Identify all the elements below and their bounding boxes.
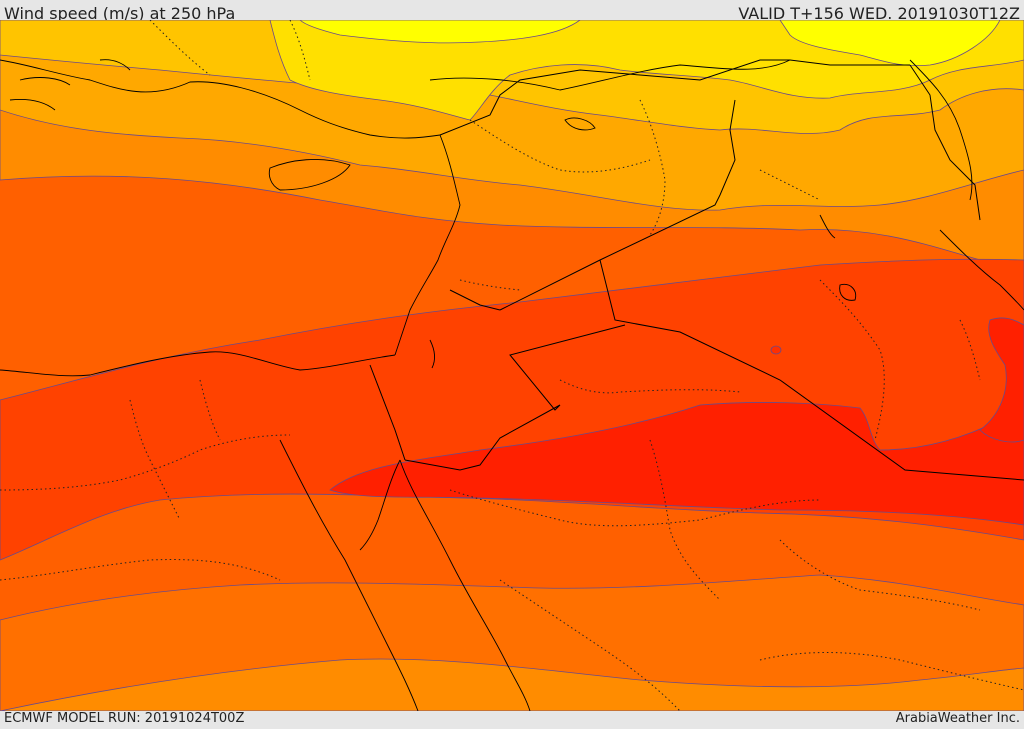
black-sea-coast	[429, 59, 791, 91]
border-jordan-saudi	[449, 289, 501, 311]
model-run-label: ECMWF MODEL RUN: 20191024T00Z	[4, 711, 245, 726]
lake-urmia	[819, 214, 836, 239]
wind-speed-map	[0, 20, 1024, 711]
border-iran-iraq	[909, 64, 981, 221]
med-coast-north	[0, 59, 441, 139]
red-sea-west	[279, 439, 419, 711]
map-title: Wind speed (m/s) at 250 hPa	[4, 4, 236, 23]
levant-coast	[394, 134, 461, 356]
admin-egypt-3	[199, 379, 221, 441]
shading-band-south-light	[0, 658, 1024, 711]
borders-dotted	[0, 20, 1024, 711]
admin-iran-1	[959, 319, 981, 381]
shading-band-red-east	[979, 317, 1024, 443]
admin-turkey-1	[149, 20, 211, 76]
caspian-coast	[909, 59, 973, 201]
lake-tharthar	[839, 283, 857, 301]
map-svg	[0, 20, 1024, 711]
borders-solid	[369, 59, 1024, 481]
border-saudi-iraq	[599, 259, 1024, 481]
valid-time: VALID T+156 WED. 20191030T12Z	[738, 4, 1020, 23]
credit-label: ArabiaWeather Inc.	[895, 711, 1020, 726]
border-turkey-syria	[439, 59, 910, 136]
persian-gulf	[939, 229, 1024, 311]
admin-egypt-4	[0, 559, 281, 581]
border-saudi-jordan	[404, 324, 626, 471]
admin-saudi-5	[779, 539, 981, 611]
admin-turkey-2	[289, 20, 311, 81]
coastlines	[0, 59, 1024, 711]
cyprus	[268, 158, 351, 191]
egypt-coast	[0, 351, 396, 377]
lake-van	[564, 117, 596, 131]
shading-band-red-core	[329, 379, 1024, 526]
dead-sea	[429, 339, 435, 369]
border-egypt-israel	[369, 364, 406, 461]
small-contour-blob	[770, 345, 782, 355]
admin-jordan	[459, 279, 521, 291]
admin-egypt-2	[129, 399, 181, 521]
admin-saudi-4	[499, 579, 681, 711]
admin-egypt-1	[0, 434, 291, 491]
admin-saudi-3	[649, 439, 721, 601]
shading-band-bright-yellow	[299, 20, 581, 44]
gulf-of-suez	[359, 459, 401, 551]
admin-saudi-1	[559, 379, 741, 394]
red-sea-east	[399, 459, 531, 711]
aegean-islands	[9, 59, 131, 111]
shading-band-bright-yellow-east	[779, 20, 1001, 67]
